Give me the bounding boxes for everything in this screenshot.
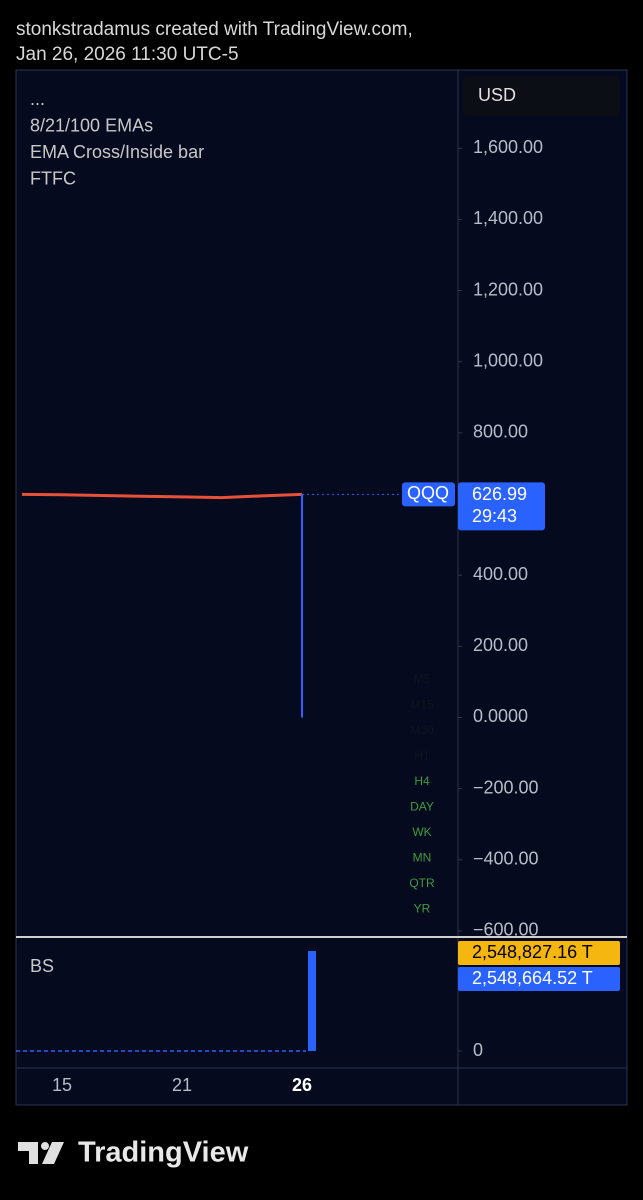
legend-item: FTFC (30, 168, 76, 188)
value-label: 2,548,827.16 T (472, 942, 593, 962)
y-tick-label: 1,600.00 (473, 137, 543, 157)
ftfc-label: QTR (409, 876, 435, 890)
chart-frame (15, 69, 628, 1106)
symbol-label: QQQ (407, 483, 449, 503)
ftfc-label: YR (414, 902, 431, 916)
symbol-tag (402, 482, 455, 507)
y-tick-label: 0 (473, 1040, 483, 1060)
y-tick-label: 800.00 (473, 422, 528, 442)
pane-title: BS (30, 956, 54, 976)
value-tag (458, 941, 620, 965)
legend-item: EMA Cross/Inside bar (30, 142, 204, 162)
brand: TradingView (78, 1137, 249, 1169)
price-label: 626.99 (472, 484, 527, 504)
legend-item: ... (30, 89, 45, 109)
ftfc-label: DAY (410, 800, 434, 814)
y-tick-label: 200.00 (473, 635, 528, 655)
y-tick-label: 1,000.00 (473, 350, 543, 370)
y-tick-label: 1,400.00 (473, 208, 543, 228)
ftfc-label: MN (413, 851, 432, 865)
legend-item: 8/21/100 EMAs (30, 115, 153, 135)
value-label: 2,548,664.52 T (472, 968, 593, 988)
ftfc-label: H1 (414, 749, 430, 763)
y-tick-label: 400.00 (473, 564, 528, 584)
ftfc-label: M5 (414, 672, 431, 686)
x-tick-label: 26 (292, 1075, 312, 1095)
y-tick-label: 0.0000 (473, 706, 528, 726)
ftfc-label: M30 (410, 723, 434, 737)
price-line (21, 492, 303, 500)
y-tick-label: −400.00 (473, 849, 539, 869)
price-tag (458, 482, 545, 531)
header-line: stonkstradamus created with TradingView.… (16, 19, 413, 40)
ftfc-label: M15 (410, 698, 434, 712)
x-tick-label: 15 (52, 1075, 72, 1095)
ftfc-label: WK (412, 825, 431, 839)
ftfc-label: H4 (414, 774, 430, 788)
y-tick-label: 1,200.00 (473, 279, 543, 299)
y-tick-label: −600.00 (473, 920, 539, 940)
header-line: Jan 26, 2026 11:30 UTC-5 (16, 44, 239, 65)
bar (308, 951, 316, 1051)
currency-box[interactable] (463, 76, 620, 116)
currency: USD (478, 85, 516, 105)
logo (18, 1142, 64, 1164)
x-tick-label: 21 (172, 1075, 192, 1095)
y-tick-label: −200.00 (473, 777, 539, 797)
countdown: 29:43 (472, 506, 517, 526)
value-tag (458, 967, 620, 991)
